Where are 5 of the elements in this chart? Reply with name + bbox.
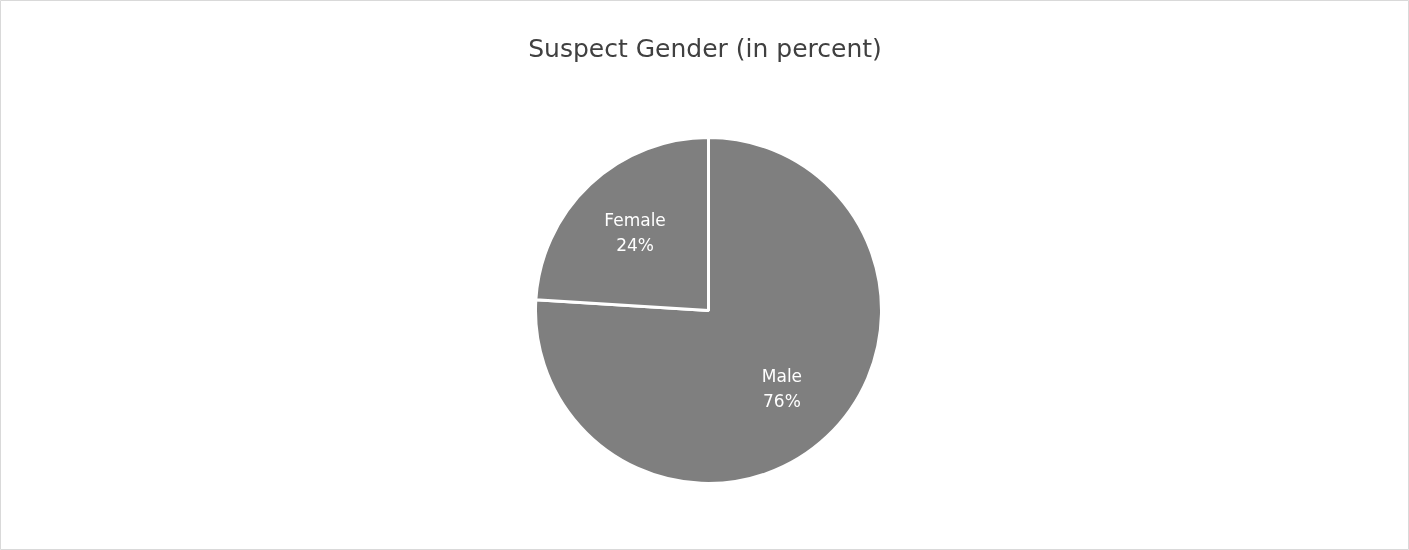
slice-label: Male: [761, 366, 803, 387]
chart-title: Suspect Gender (in percent): [528, 33, 882, 63]
data-label: 24%: [616, 234, 654, 255]
slice-label: Female: [604, 209, 666, 230]
data-label: 76%: [763, 391, 801, 412]
